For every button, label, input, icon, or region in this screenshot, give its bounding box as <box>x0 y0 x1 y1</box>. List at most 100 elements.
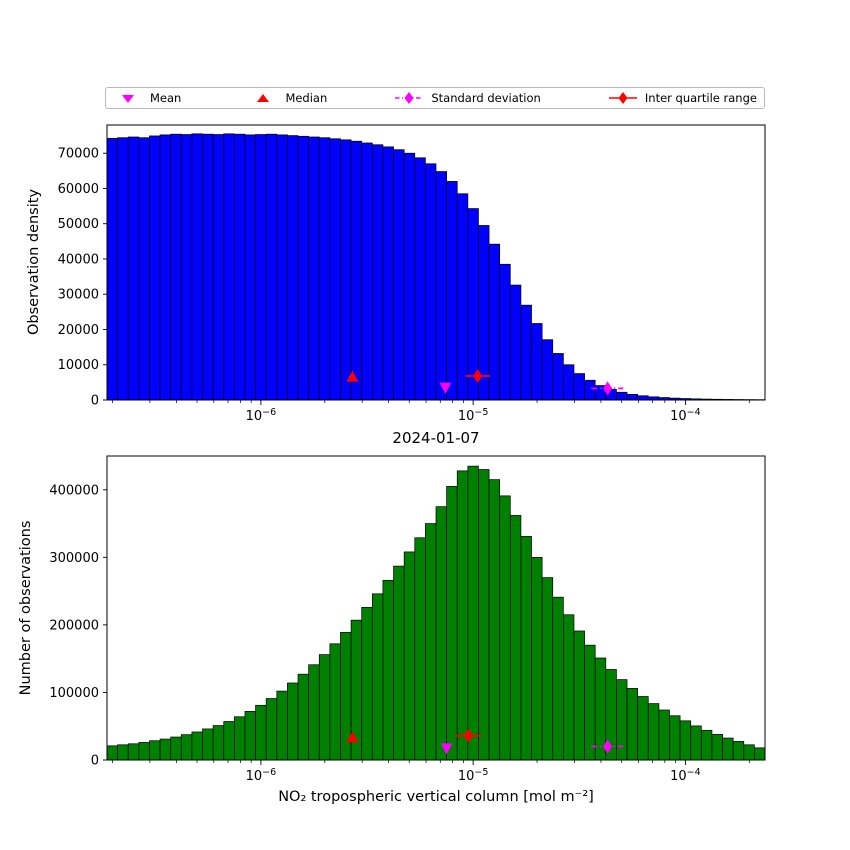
top-y-axis-label: Observation density <box>26 188 42 336</box>
histogram-bar <box>265 698 278 761</box>
legend: Mean Median Standard deviation Inter qua… <box>105 87 765 109</box>
histogram-bar <box>191 133 203 401</box>
axes-spines <box>106 124 766 401</box>
mean-marker-icon <box>122 95 134 103</box>
histogram-bar <box>393 565 405 761</box>
chart-observations: 0 100000 200000 300000 400000 10−6 10−5 10−4 <box>49 455 766 784</box>
histogram-bar <box>149 740 161 761</box>
histogram-bar <box>414 157 426 401</box>
histogram-bar <box>223 133 235 401</box>
histogram-bar <box>127 743 140 761</box>
legend-label-std: Standard deviation <box>431 91 541 105</box>
histogram-bar <box>117 744 129 761</box>
median-marker-icon <box>346 731 359 743</box>
y-tick-label: 50000 <box>58 217 99 232</box>
histogram-bar <box>159 134 172 401</box>
histogram-bar <box>520 536 532 761</box>
y-tick-label: 200000 <box>49 618 99 633</box>
axes-spines <box>106 455 766 761</box>
legend-label-mean: Mean <box>150 91 182 105</box>
histogram-bar <box>647 703 660 761</box>
histogram-bar <box>138 137 150 401</box>
std-deviation-marker-icon <box>395 92 424 104</box>
histogram-bar <box>340 139 352 401</box>
histogram-bar <box>149 135 161 401</box>
histogram-bar <box>212 725 225 761</box>
histogram-bar <box>669 715 681 761</box>
legend-label-iqr: Inter quartile range <box>644 91 757 105</box>
x-tick-label: 10−4 <box>670 767 701 784</box>
y-tick-label: 60000 <box>58 182 99 197</box>
histogram-bar <box>287 682 299 761</box>
histogram-bar <box>318 137 331 401</box>
legend-item-std: Standard deviation <box>394 91 541 105</box>
histogram-bar <box>732 741 745 761</box>
histogram-bar <box>202 728 214 761</box>
triangle-up-glyph <box>257 94 270 102</box>
histogram-bar <box>106 138 118 401</box>
histogram-bar <box>234 716 246 761</box>
y-tick-label: 0 <box>91 394 99 409</box>
x-axis-label: NO₂ tropospheric vertical column [mol m⁻… <box>278 789 594 805</box>
histogram-bar <box>552 596 564 761</box>
axes-ticks: 0 100000 200000 300000 400000 10−6 10−5 10−4 <box>49 483 750 784</box>
histogram-bar <box>520 304 532 401</box>
histogram-bar <box>531 556 543 761</box>
histogram-bar <box>616 391 628 401</box>
x-tick-label: 10−5 <box>458 407 489 424</box>
y-tick-label: 20000 <box>58 323 99 338</box>
std-marker-icon <box>603 381 613 396</box>
histogram-bar <box>255 704 267 761</box>
histogram-bar <box>446 181 458 401</box>
histogram-bar <box>361 606 373 761</box>
histogram-bar <box>637 696 649 761</box>
histogram-bar <box>637 395 649 401</box>
histogram-bar <box>244 711 256 761</box>
histogram-bar <box>297 673 309 761</box>
histogram-bar <box>531 323 543 401</box>
histogram-bars <box>106 133 766 401</box>
histogram-bar <box>403 152 416 401</box>
histogram-bar <box>297 135 309 401</box>
histogram-bar <box>690 725 702 761</box>
histogram-bar <box>616 679 628 761</box>
histogram-bar <box>509 515 522 761</box>
histogram-bar <box>371 593 384 761</box>
histogram-bar <box>626 394 638 401</box>
histogram-bar <box>700 729 713 761</box>
histogram-bar <box>584 379 596 401</box>
histogram-bar <box>287 135 299 401</box>
stat-markers <box>346 728 624 755</box>
histogram-bar <box>117 137 129 401</box>
mean-marker-icon <box>439 382 452 394</box>
histogram-bar <box>127 136 140 401</box>
median-marker-icon <box>257 94 270 102</box>
y-tick-label: 0 <box>91 754 99 769</box>
histogram-bar <box>425 523 437 761</box>
histogram-bars <box>106 465 766 761</box>
x-tick-label: 10−6 <box>246 767 277 784</box>
histogram-bar <box>371 144 384 401</box>
histogram-bar <box>170 133 182 401</box>
histogram-bar <box>265 133 278 401</box>
legend-item-mean: Mean <box>113 91 181 105</box>
mean-marker-icon <box>440 743 453 755</box>
histogram-bar <box>499 263 511 401</box>
histogram-bar <box>255 134 267 401</box>
triangle-down-glyph <box>122 95 134 103</box>
y-tick-label: 40000 <box>58 252 99 267</box>
histogram-bar <box>212 134 225 401</box>
histogram-bar <box>658 709 670 761</box>
histogram-bar <box>234 133 246 401</box>
histogram-bar <box>170 736 182 761</box>
legend-item-median: Median <box>248 91 327 105</box>
y-tick-label: 300000 <box>49 551 99 566</box>
histogram-bar <box>722 737 734 761</box>
histogram-bar <box>276 690 288 761</box>
diamond-glyph <box>404 92 414 104</box>
histogram-bar <box>626 688 638 761</box>
x-tick-label: 10−4 <box>670 407 701 424</box>
histogram-bar <box>743 744 755 761</box>
histogram-bar <box>414 537 426 761</box>
